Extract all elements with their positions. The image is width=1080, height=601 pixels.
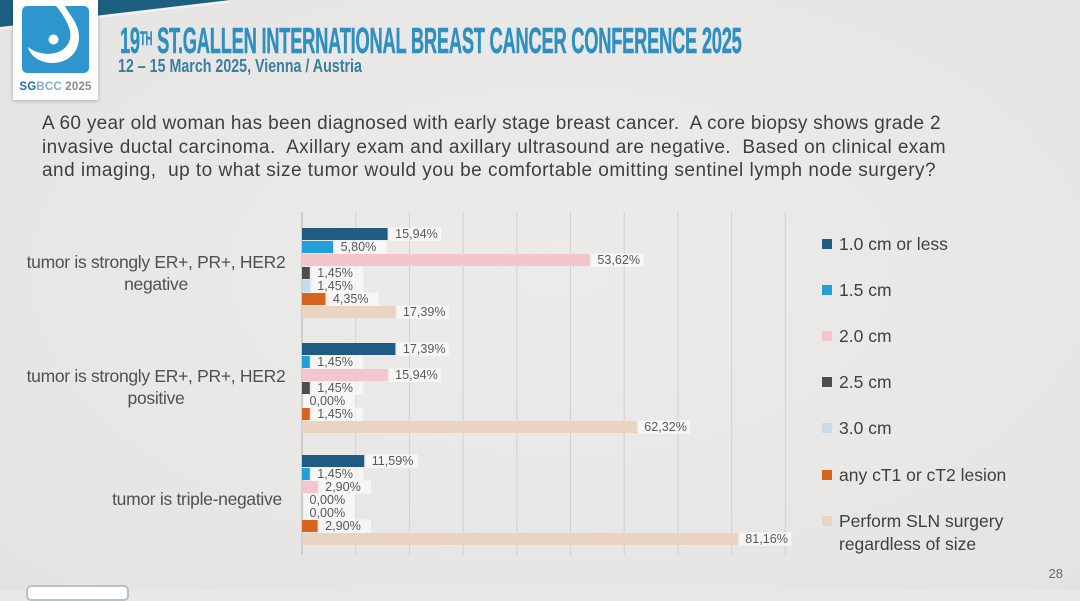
svg-text:4,35%: 4,35% [333,292,369,306]
svg-text:0,00%: 0,00% [310,394,346,408]
svg-text:17,39%: 17,39% [403,305,446,319]
svg-text:1.5 cm: 1.5 cm [839,280,892,300]
svg-text:0,00%: 0,00% [310,506,346,520]
svg-text:2,90%: 2,90% [325,480,361,494]
svg-text:1,45%: 1,45% [317,467,353,481]
svg-text:tumor is strongly ER+, PR+, HE: tumor is strongly ER+, PR+, HER2 [27,366,286,386]
svg-text:81,16%: 81,16% [745,532,788,546]
svg-text:1,45%: 1,45% [317,355,353,369]
svg-text:62,32%: 62,32% [644,420,687,434]
svg-text:11,59%: 11,59% [372,454,414,468]
svg-text:2.5 cm: 2.5 cm [839,372,892,392]
svg-text:any cT1 or cT2 lesion: any cT1 or cT2 lesion [839,465,1006,485]
svg-text:tumor is strongly ER+, PR+, HE: tumor is strongly ER+, PR+, HER2 [27,252,286,272]
svg-text:15,94%: 15,94% [395,227,438,241]
svg-text:5,80%: 5,80% [341,240,377,254]
svg-text:3.0 cm: 3.0 cm [839,418,892,438]
svg-text:1.0 cm or less: 1.0 cm or less [839,234,948,254]
svg-text:53,62%: 53,62% [597,253,640,267]
svg-text:positive: positive [128,388,185,408]
svg-text:regardless of size: regardless of size [839,534,976,554]
svg-text:1,45%: 1,45% [317,266,353,280]
svg-text:1,45%: 1,45% [317,279,353,293]
svg-text:Perform SLN surgery: Perform SLN surgery [839,511,1004,531]
svg-text:negative: negative [124,274,188,294]
svg-text:17,39%: 17,39% [403,342,446,356]
svg-text:15,94%: 15,94% [395,368,438,382]
svg-text:1,45%: 1,45% [317,381,353,395]
svg-text:0,00%: 0,00% [310,493,346,507]
svg-text:2,90%: 2,90% [325,519,361,533]
svg-text:2.0 cm: 2.0 cm [839,326,892,346]
svg-text:1,45%: 1,45% [317,407,353,421]
svg-text:tumor is triple-negative: tumor is triple-negative [112,489,282,509]
